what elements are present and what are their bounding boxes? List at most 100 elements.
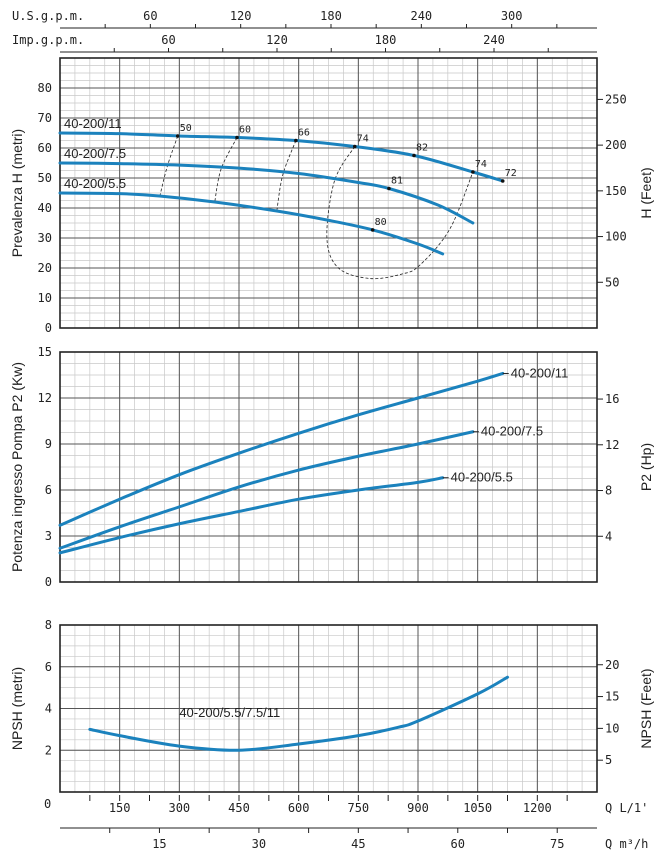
series-line-40-200/7.5 <box>58 161 475 225</box>
x-tick-label: 1050 <box>463 801 492 815</box>
y2-axis-label: NPSH (Feet) <box>638 668 654 748</box>
x-tick-label: 1200 <box>523 801 552 815</box>
x2-tick-label: 15 <box>152 837 166 851</box>
efficiency-label: 72 <box>505 168 517 179</box>
y-axis-label: Prevalenza H (metri) <box>9 129 25 257</box>
y2-tick-label: 200 <box>605 138 627 152</box>
efficiency-label: 82 <box>416 143 428 154</box>
y-tick-label: 0 <box>45 575 52 589</box>
series-label: 40-200/5.5/7.5/11 <box>179 705 280 720</box>
x-tick-label: 300 <box>168 801 190 815</box>
y2-tick-label: 150 <box>605 184 627 198</box>
efficiency-point <box>370 228 375 232</box>
series-label: 40-200/5.5 <box>64 176 126 191</box>
efficiency-point <box>412 153 416 158</box>
x-tick-label: 150 <box>109 801 131 815</box>
y-tick-label: 20 <box>38 261 52 275</box>
panel-2: 2 4 6 8 5 10 15 20 NPSH (metri) NPSH (Feet) 40-200… <box>9 618 654 851</box>
efficiency-line-66 <box>276 140 297 212</box>
x2-tick-label: 30 <box>252 837 266 851</box>
top-axis-label: U.S.g.p.m. <box>12 9 84 23</box>
y2-tick-label: 20 <box>605 658 619 672</box>
efficiency-point <box>471 170 475 174</box>
efficiency-line-60 <box>214 137 238 203</box>
efficiency-label: 60 <box>239 125 251 136</box>
y-tick-label: 80 <box>38 81 52 95</box>
top-axis-tick-label: 120 <box>230 9 252 23</box>
series-line-40-200/11 <box>58 371 505 527</box>
efficiency-label: 74 <box>475 159 487 170</box>
x2-tick-label: 45 <box>351 837 365 851</box>
y2-tick-label: 4 <box>605 529 612 543</box>
y-tick-label: 30 <box>38 231 52 245</box>
y-tick-label: 0 <box>45 321 52 335</box>
y-axis-label: NPSH (metri) <box>9 667 25 750</box>
x-tick-label: 900 <box>407 801 429 815</box>
series-label: 40-200/11 <box>64 116 122 131</box>
y-tick-label: 9 <box>45 437 52 451</box>
y2-tick-label: 10 <box>605 721 619 735</box>
x2-tick-label: 75 <box>550 837 564 851</box>
y-tick-label: 8 <box>45 618 52 632</box>
series-line-40-200/5.5 <box>58 476 445 555</box>
x-tick-label: 600 <box>288 801 310 815</box>
top-axis-tick-label: 240 <box>410 9 432 23</box>
panel-0: 0 10 20 30 40 50 60 70 80 50 100 150 200 250 Prevalenz… <box>9 9 654 335</box>
y-tick-label: 4 <box>45 702 52 716</box>
efficiency-point <box>500 179 505 183</box>
x-tick-label: 450 <box>228 801 250 815</box>
top-axis-tick-label: 60 <box>161 33 175 47</box>
y-tick-label: 50 <box>38 171 52 185</box>
efficiency-point <box>387 186 391 191</box>
y2-axis-label: P2 (Hp) <box>638 443 654 491</box>
y-tick-label: 3 <box>45 529 52 543</box>
y-tick-label: 6 <box>45 483 52 497</box>
efficiency-label: 81 <box>391 176 403 187</box>
efficiency-point <box>294 138 298 143</box>
y-tick-label: 40 <box>38 201 52 215</box>
y-tick-label: 60 <box>38 141 52 155</box>
x2-tick-label: 60 <box>451 837 465 851</box>
panel-1: 0 3 6 9 12 15 4 8 12 16 Potenza ingresso Pompa P2 … <box>9 345 654 589</box>
x-tick-label: 750 <box>347 801 369 815</box>
y2-tick-label: 12 <box>605 438 619 452</box>
y-tick-label: 70 <box>38 111 52 125</box>
series-line-40-200/5.5 <box>58 191 445 256</box>
series-line-40-200/5.5/7.5/11 <box>88 675 509 752</box>
x-origin-label: 0 <box>44 797 51 811</box>
efficiency-line-74 <box>326 146 474 280</box>
y-tick-label: 2 <box>45 743 52 757</box>
efficiency-label: 80 <box>375 217 387 228</box>
top-axis-tick-label: 180 <box>375 33 397 47</box>
y-tick-label: 12 <box>38 391 52 405</box>
y-tick-label: 10 <box>38 291 52 305</box>
top-axis-label: Imp.g.p.m. <box>12 33 84 47</box>
top-axis-tick-label: 180 <box>320 9 342 23</box>
efficiency-point <box>175 134 180 138</box>
series-label: 40-200/11 <box>511 365 569 380</box>
plot-frame <box>59 624 598 793</box>
top-axis-tick-label: 120 <box>266 33 288 47</box>
y2-tick-label: 16 <box>605 392 619 406</box>
y-tick-label: 15 <box>38 345 52 359</box>
y2-tick-label: 250 <box>605 92 627 106</box>
y-axis-label: Potenza ingresso Pompa P2 (Kw) <box>9 362 25 572</box>
top-axis-tick-label: 240 <box>483 33 505 47</box>
top-axis-tick-label: 60 <box>143 9 157 23</box>
series-label: 40-200/5.5 <box>451 470 513 485</box>
top-axis-tick-label: 300 <box>501 9 523 23</box>
series-label: 40-200/7.5 <box>481 424 543 439</box>
x-axis-label: Q L/1' <box>605 801 648 815</box>
efficiency-label: 50 <box>180 123 192 134</box>
efficiency-point <box>235 135 239 140</box>
plot-frame <box>59 351 598 583</box>
y-tick-label: 6 <box>45 660 52 674</box>
y2-axis-label: H (Feet) <box>638 167 654 218</box>
series-line-40-200/7.5 <box>58 430 475 550</box>
y2-tick-label: 8 <box>605 484 612 498</box>
y2-tick-label: 5 <box>605 753 612 767</box>
efficiency-point <box>352 144 357 149</box>
series-label: 40-200/7.5 <box>64 146 126 161</box>
y2-tick-label: 50 <box>605 275 619 289</box>
